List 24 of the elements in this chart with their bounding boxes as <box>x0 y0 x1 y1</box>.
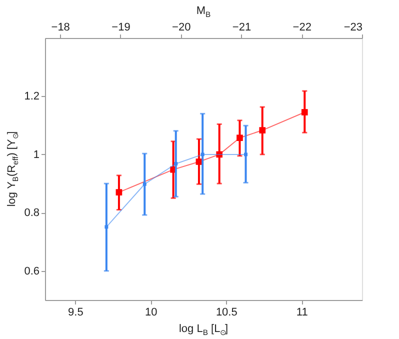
point <box>216 151 223 158</box>
y-tick-label: 0.6 <box>24 265 40 278</box>
point <box>200 152 204 156</box>
x2-tick-label: −23 <box>344 22 362 34</box>
point <box>116 189 122 196</box>
x2-tick-label: −19 <box>112 22 130 34</box>
y-tick-label: 1.2 <box>24 90 40 103</box>
point <box>301 109 308 116</box>
x-tick-label: 11 <box>296 306 308 318</box>
point <box>236 134 243 142</box>
x2-tick-label: −20 <box>172 22 191 34</box>
x2-tick-label: −22 <box>292 22 312 34</box>
x2-tick-label: −21 <box>232 22 252 34</box>
point <box>142 182 146 186</box>
point <box>104 225 108 229</box>
x-tick-label: 10 <box>145 306 158 318</box>
y-tick-label: 1 <box>33 148 40 161</box>
x-tick-label: 10.5 <box>216 306 238 318</box>
point <box>174 162 178 166</box>
y-tick-label: 0.8 <box>24 207 40 220</box>
x2-tick-label: −18 <box>51 22 70 34</box>
point <box>244 152 248 156</box>
x-tick-label: 9.5 <box>68 306 84 318</box>
point <box>259 127 266 134</box>
